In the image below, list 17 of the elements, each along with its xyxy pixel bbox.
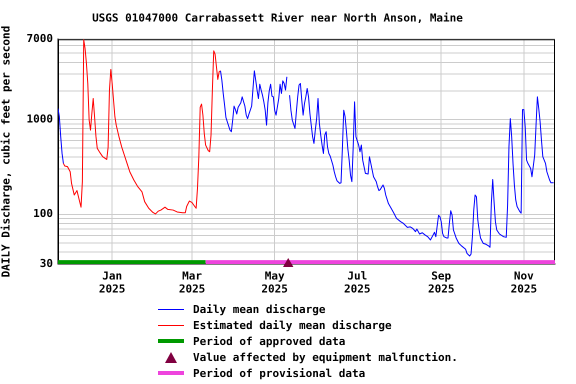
x-tick-label: Jan 2025 [98,269,126,296]
legend-label: Period of approved data [193,334,346,348]
y-tick-label: 100 [33,207,53,220]
x-tick-label: Sep 2025 [428,269,454,296]
legend-label: Period of provisional data [193,366,366,380]
legend-label: Value affected by equipment malfunction. [193,350,458,364]
x-tick-label: Jul 2025 [344,269,371,296]
legend-label: Estimated daily mean discharge [193,318,392,332]
x-tick-label: May 2025 [261,269,288,296]
x-tick-label: Nov 2025 [510,269,538,296]
chart-title: USGS 01047000 Carrabassett River near North Anson, Maine [92,11,464,24]
y-tick-label: 30 [40,256,53,270]
y-axis-title: DAILY Discharge, cubic feet per second [0,26,12,278]
x-tick-label: Mar 2025 [178,269,206,296]
y-tick-label: 7000 [26,32,53,46]
legend-label: Daily mean discharge [193,302,326,316]
y-tick-label: 1000 [26,112,53,126]
